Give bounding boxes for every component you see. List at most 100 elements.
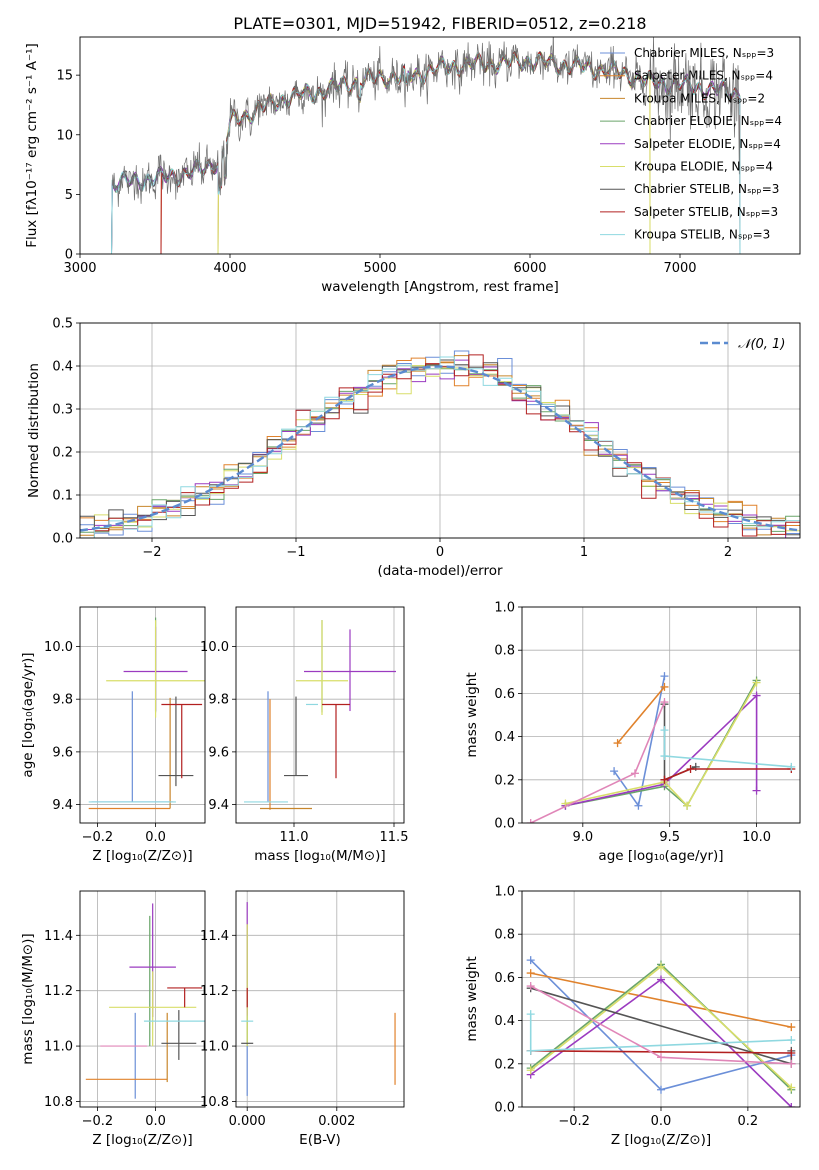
y-tick-label: 0.0	[494, 1101, 515, 1116]
y-tick-label: 0.0	[52, 532, 73, 547]
weight-marker	[610, 767, 619, 776]
x-tick-label: −0.2	[82, 1114, 114, 1129]
y-tick-label: 0.5	[52, 317, 73, 332]
axes-frame	[79, 606, 206, 824]
x-tick-label: 0.0	[145, 830, 166, 845]
weight-marker	[660, 752, 669, 761]
y-axis-label: Normed distribution	[26, 363, 42, 498]
x-tick-label: 3000	[63, 261, 96, 276]
y-tick-label: 9.6	[52, 745, 73, 760]
weight-marker	[683, 801, 692, 810]
x-axis-label: mass [log₁₀(M/M⊙)]	[254, 848, 385, 864]
weight-line	[565, 682, 758, 808]
chart-residual-histogram: −2 −1 0 1 2 0.0 0.1 0.2 0.3 0.4 0.5 (data-model)/er…	[26, 317, 801, 579]
axes-frame	[79, 322, 801, 539]
y-axis-label: age [log₁₀(age/yr)]	[20, 652, 36, 777]
x-axis-label: Z [log₁₀(Z/Z⊙)]	[92, 848, 192, 864]
x-tick-label: 9.5	[659, 830, 680, 845]
y-tick-label: 0.2	[52, 446, 73, 461]
weight-line	[530, 1050, 792, 1054]
x-tick-label: 0	[436, 545, 444, 560]
x-tick-label: −2	[142, 545, 161, 560]
legend-label: Salpeter MILES, Nₛₚₚ=4	[634, 69, 773, 83]
y-axis-label: mass weight	[464, 956, 480, 1041]
y-tick-label: 1.0	[494, 601, 515, 616]
model-line	[217, 51, 651, 254]
y-tick-label: 9.4	[208, 798, 229, 813]
x-axis-label: age [log₁₀(age/yr)]	[598, 848, 723, 864]
y-axis-label: mass [log₁₀(M/M⊙)]	[20, 933, 36, 1064]
chart-spectrum: 3000 4000 5000 6000 7000 0 5 10 15 wavelength [An…	[24, 36, 801, 295]
plot-area	[526, 672, 796, 823]
x-tick-label: −0.2	[82, 830, 114, 845]
plot-area	[88, 617, 205, 810]
y-tick-label: 0	[65, 248, 73, 263]
y-tick-label: 5	[65, 188, 73, 203]
histogram-step	[80, 356, 800, 538]
weight-line	[663, 730, 792, 768]
y-tick-label: 1.0	[494, 885, 515, 900]
x-tick-label: −1	[286, 545, 305, 560]
x-tick-label: 0.0	[651, 1114, 672, 1129]
y-tick-label: 9.6	[208, 745, 229, 760]
axes-frame	[79, 36, 801, 255]
weight-marker	[787, 1059, 796, 1068]
y-tick-label: 11.0	[44, 1040, 73, 1055]
weight-marker	[657, 975, 665, 984]
weight-line	[530, 972, 792, 1028]
weight-line	[616, 686, 666, 744]
legend-label: Salpeter ELODIE, Nₛₚₚ=4	[634, 137, 781, 151]
legend-label: Kroupa STELIB, Nₛₚₚ=3	[634, 228, 770, 242]
y-tick-label: 11.0	[200, 1040, 229, 1055]
x-tick-label: 6000	[513, 261, 546, 276]
x-tick-label: 4000	[213, 261, 246, 276]
axes-frame	[235, 606, 405, 824]
figure-title: PLATE=0301, MJD=51942, FIBERID=0512, z=0…	[233, 14, 646, 33]
legend-label: Kroupa MILES, Nₛₚₚ=2	[634, 91, 765, 105]
weight-marker	[634, 801, 643, 810]
y-tick-label: 9.4	[52, 798, 73, 813]
weight-marker	[526, 1010, 535, 1019]
weight-marker	[787, 1049, 796, 1057]
plot-area	[80, 350, 800, 538]
y-tick-label: 0.4	[494, 730, 515, 745]
x-axis-label: Z [log₁₀(Z/Z⊙)]	[611, 1132, 711, 1148]
x-tick-label: 0.000	[229, 1114, 266, 1129]
weight-marker	[526, 969, 535, 978]
y-tick-label: 15	[56, 69, 73, 84]
model-line	[111, 51, 741, 254]
y-tick-label: 9.8	[52, 693, 73, 708]
x-axis-label: Z [log₁₀(Z/Z⊙)]	[92, 1132, 192, 1148]
x-tick-label: 0.0	[145, 1114, 166, 1129]
weight-line	[664, 768, 792, 781]
y-tick-label: 11.4	[200, 929, 229, 944]
plot-area	[85, 903, 205, 1099]
weight-marker	[526, 1046, 535, 1055]
plot-area	[111, 37, 741, 254]
y-tick-label: 0.2	[494, 1057, 515, 1072]
plot-area	[244, 620, 396, 810]
x-tick-label: 2	[724, 545, 732, 560]
y-tick-label: 0.2	[494, 773, 515, 788]
chart-mass-vs-ebv: 0.000 0.002 10.8 11.0 11.2 11.4 E(B-V)	[200, 890, 405, 1148]
chart-age-vs-mass: 11.0 11.5 9.4 9.6 9.8 10.0 mass [log₁₀(M/M⊙)]	[200, 606, 408, 864]
legend-label: Chabrier STELIB, Nₛₚₚ=3	[634, 182, 779, 196]
legend-label: Kroupa ELODIE, Nₛₚₚ=4	[634, 160, 773, 174]
observed-spectrum-line	[111, 37, 741, 207]
weight-marker	[630, 769, 639, 778]
weight-marker	[660, 682, 669, 691]
axes-frame	[235, 890, 405, 1108]
weight-marker	[657, 962, 665, 971]
legend-label: Salpeter STELIB, Nₛₚₚ=3	[634, 205, 778, 219]
plot-area	[526, 956, 796, 1107]
y-axis-label: Flux [fλ10⁻¹⁷ erg cm⁻² s⁻¹ A⁻¹]	[24, 43, 40, 248]
weight-marker	[787, 1083, 796, 1092]
weight-marker	[660, 775, 669, 784]
legend-label: Chabrier MILES, Nₛₚₚ=3	[634, 46, 774, 60]
x-axis-label: wavelength [Angstrom, rest frame]	[321, 279, 559, 295]
weight-marker	[787, 1036, 796, 1045]
x-tick-label: 1	[580, 545, 588, 560]
weight-marker	[752, 691, 761, 700]
weight-marker	[686, 765, 695, 773]
